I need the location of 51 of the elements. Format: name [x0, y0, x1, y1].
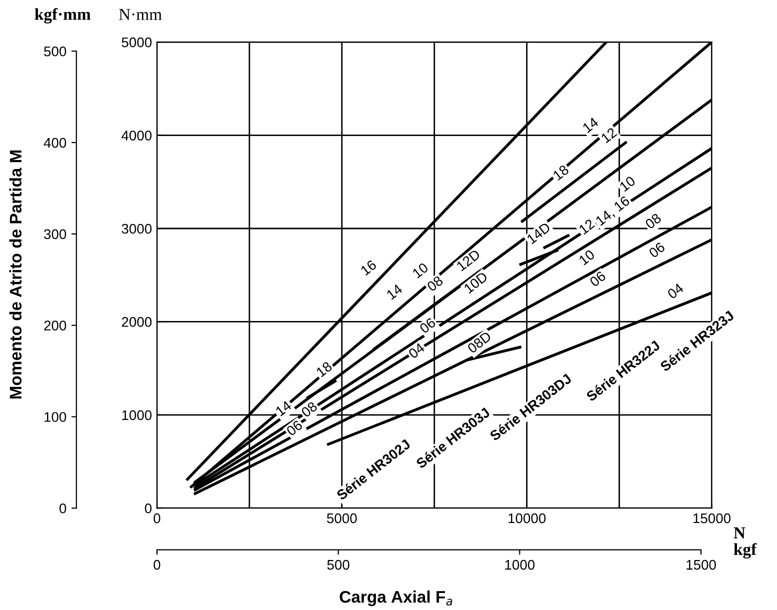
annotation: 16	[360, 259, 378, 276]
text: Carga Axial F$_{a}$	[340, 590, 452, 606]
y-tick-label: 4000	[122, 130, 152, 140]
y-tick-label: 3000	[122, 224, 152, 234]
y-axis-title: N·mm	[119, 8, 162, 20]
y-tick-label: 1000	[122, 410, 152, 420]
annotation: 14	[386, 284, 404, 300]
y-tick-label: 0	[144, 503, 152, 514]
annotation: 10D	[463, 271, 488, 294]
annotation: 12	[600, 127, 618, 144]
annotation: 06	[648, 242, 666, 258]
annotation: 10	[619, 176, 636, 192]
y2-tick-label: 400	[44, 138, 66, 148]
annotation: 14	[275, 400, 292, 416]
annotation: 14, 16	[595, 195, 632, 228]
x-tick-label: 5000	[326, 513, 357, 524]
annotation: 12	[578, 218, 596, 235]
x-tick-label: 10000	[508, 513, 546, 524]
annotation: 06	[589, 270, 606, 288]
y2-tick-label: 0	[59, 503, 66, 514]
x-axis-title: N	[734, 527, 746, 538]
annotation: 18	[552, 164, 570, 181]
annotation: 10	[412, 262, 429, 278]
annotation: 12D	[456, 248, 481, 272]
y2-tick-label: 200	[44, 320, 66, 331]
x2-tick-label: 1500	[686, 560, 716, 570]
y2-axis-title: kgf·mm	[34, 8, 91, 24]
y2-tick-label: 100	[44, 412, 66, 422]
x2-tick-label: 500	[327, 560, 350, 570]
x2-axis-title: kgf	[734, 543, 757, 558]
y-tick-label: 5000	[122, 37, 152, 48]
annotation: 08	[426, 275, 444, 292]
annotation: 04	[666, 282, 684, 300]
annotation: 10	[578, 249, 596, 266]
y2-tick-label: 300	[44, 229, 66, 240]
annotation: 14D	[526, 222, 551, 244]
x-tick-label: 0	[154, 513, 160, 524]
x-tick-label: 15000	[693, 513, 730, 524]
annotation: 06	[418, 317, 436, 334]
x2-tick-label: 0	[154, 560, 160, 570]
text: Momento de Atrito de Partida M	[9, 150, 22, 399]
annotation: 14	[582, 116, 600, 133]
annotation: 04	[408, 342, 426, 359]
annotation: 08	[300, 401, 318, 418]
annotation: 18	[316, 361, 333, 378]
y2-tick-label: 500	[44, 46, 66, 56]
annotation: 06	[286, 420, 304, 436]
annotation: 08D	[466, 330, 492, 354]
y-tick-label: 2000	[122, 317, 152, 327]
annotation: 08	[644, 212, 662, 230]
x2-tick-label: 1000	[505, 560, 535, 570]
